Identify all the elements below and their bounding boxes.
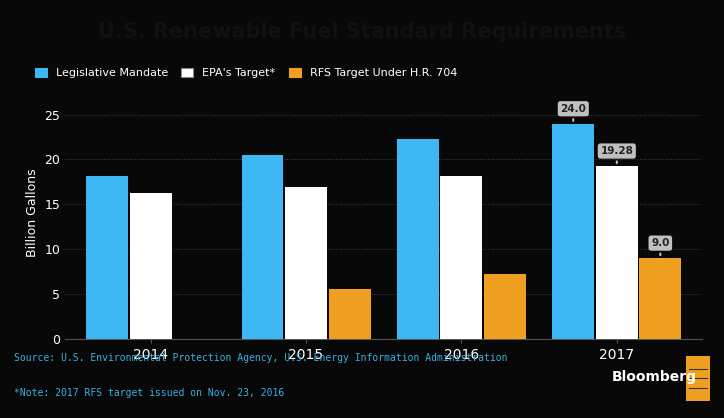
Bar <box>329 289 371 339</box>
Text: *Note: 2017 RFS target issued on Nov. 23, 2016: *Note: 2017 RFS target issued on Nov. 23… <box>14 388 285 398</box>
Bar <box>285 187 327 339</box>
Bar <box>130 193 172 339</box>
Text: U.S. Renewable Fuel Standard Requirements: U.S. Renewable Fuel Standard Requirement… <box>98 22 626 42</box>
Bar <box>639 258 681 339</box>
Bar <box>242 155 284 339</box>
Text: 24.0: 24.0 <box>560 104 586 121</box>
Text: Bloomberg: Bloomberg <box>612 370 696 384</box>
FancyBboxPatch shape <box>686 356 710 400</box>
Bar <box>552 124 594 339</box>
Text: 19.28: 19.28 <box>600 146 634 163</box>
Text: 9.0: 9.0 <box>651 238 670 255</box>
Bar <box>484 274 526 339</box>
Legend: Legislative Mandate, EPA's Target*, RFS Target Under H.R. 704: Legislative Mandate, EPA's Target*, RFS … <box>35 68 458 78</box>
Y-axis label: Billion Gallons: Billion Gallons <box>26 169 39 257</box>
Bar <box>440 176 482 339</box>
Bar <box>86 176 128 339</box>
Text: Source: U.S. Environmental Protection Agency, U.S. Energy Information Administra: Source: U.S. Environmental Protection Ag… <box>14 353 508 363</box>
Bar <box>397 139 439 339</box>
Bar <box>596 166 638 339</box>
